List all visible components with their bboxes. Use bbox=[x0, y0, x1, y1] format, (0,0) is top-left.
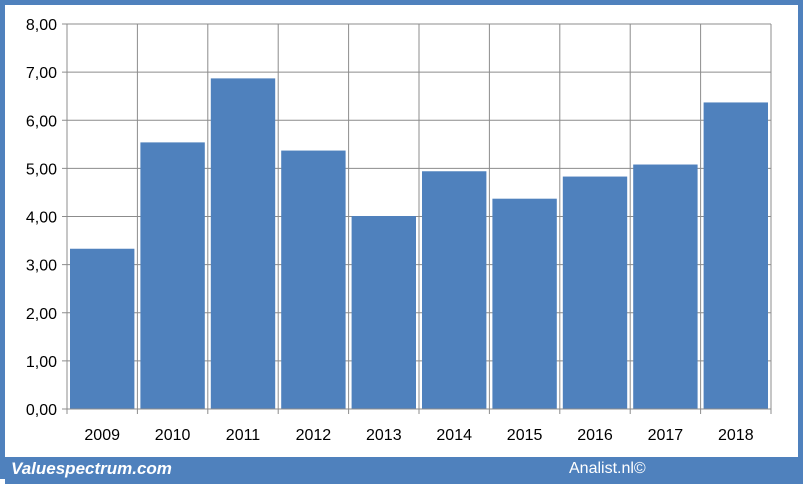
y-tick-label: 2,00 bbox=[26, 306, 57, 323]
y-tick-label: 4,00 bbox=[26, 210, 57, 227]
y-tick-label: 5,00 bbox=[26, 161, 57, 178]
footer-bar: Valuespectrum.com Analist.nl© bbox=[5, 457, 803, 484]
footer-brand-text: Valuespectrum.com bbox=[11, 459, 172, 478]
y-tick-label: 6,00 bbox=[26, 113, 57, 130]
bar-2009 bbox=[70, 248, 135, 409]
x-tick-label: 2014 bbox=[436, 427, 472, 444]
footer-credit-text: Analist.nl© bbox=[569, 460, 646, 477]
x-tick-label: 2013 bbox=[366, 427, 402, 444]
x-tick-label: 2010 bbox=[155, 427, 191, 444]
bar-2015 bbox=[492, 198, 557, 409]
bar-2012 bbox=[281, 150, 346, 409]
x-tick-label: 2009 bbox=[84, 427, 120, 444]
y-tick-label: 7,00 bbox=[26, 65, 57, 82]
bar-2013 bbox=[351, 216, 416, 409]
x-tick-label: 2012 bbox=[296, 427, 332, 444]
bar-2010 bbox=[140, 142, 205, 409]
x-tick-label: 2011 bbox=[226, 427, 261, 444]
x-tick-label: 2015 bbox=[507, 427, 543, 444]
bar-2017 bbox=[633, 164, 698, 409]
x-tick-label: 2016 bbox=[577, 427, 613, 444]
y-tick-label: 1,00 bbox=[26, 354, 57, 371]
x-tick-label: 2017 bbox=[648, 427, 684, 444]
y-tick-label: 8,00 bbox=[26, 17, 57, 34]
bar-2016 bbox=[562, 176, 628, 409]
bar-2014 bbox=[422, 171, 487, 409]
y-tick-label: 0,00 bbox=[26, 402, 57, 419]
x-tick-label: 2018 bbox=[718, 427, 754, 444]
y-tick-label: 3,00 bbox=[26, 258, 57, 275]
bar-2011 bbox=[210, 78, 276, 409]
bar-2018 bbox=[703, 102, 768, 409]
